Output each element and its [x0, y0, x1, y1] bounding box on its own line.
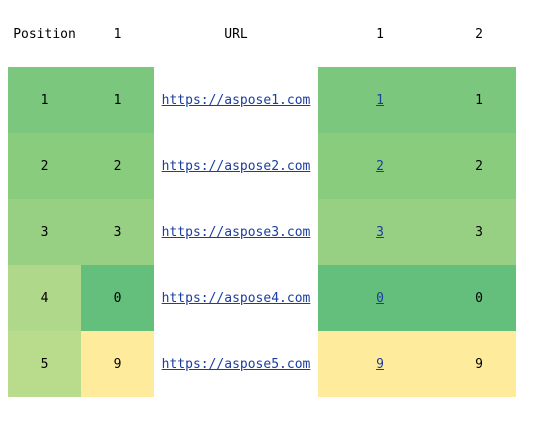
- value-cell[interactable]: 0: [442, 265, 516, 331]
- value-cell[interactable]: 1: [442, 67, 516, 133]
- link-cell[interactable]: 0: [318, 265, 442, 331]
- number-link[interactable]: 1: [376, 92, 384, 108]
- position-cell[interactable]: 3: [8, 199, 81, 265]
- url-link[interactable]: https://aspose5.com: [161, 356, 311, 372]
- value-cell[interactable]: 9: [442, 331, 516, 397]
- table-row: 2 2 https://aspose2.com 2 2: [8, 133, 516, 199]
- value-cell[interactable]: 2: [81, 133, 154, 199]
- value-cell[interactable]: 2: [442, 133, 516, 199]
- position-cell[interactable]: 1: [8, 67, 81, 133]
- table-row: 3 3 https://aspose3.com 3 3: [8, 199, 516, 265]
- header-url[interactable]: URL: [224, 27, 248, 42]
- url-link[interactable]: https://aspose1.com: [161, 92, 311, 108]
- header-col-1[interactable]: 1: [113, 27, 122, 42]
- url-cell[interactable]: https://aspose5.com: [154, 331, 318, 397]
- value-cell[interactable]: 9: [81, 331, 154, 397]
- number-link[interactable]: 2: [376, 158, 384, 174]
- url-cell[interactable]: https://aspose3.com: [154, 199, 318, 265]
- url-cell[interactable]: https://aspose2.com: [154, 133, 318, 199]
- header-position[interactable]: Position: [13, 27, 76, 42]
- value-cell[interactable]: 3: [81, 199, 154, 265]
- value-cell[interactable]: 1: [81, 67, 154, 133]
- number-link[interactable]: 3: [376, 224, 384, 240]
- link-cell[interactable]: 3: [318, 199, 442, 265]
- url-cell[interactable]: https://aspose1.com: [154, 67, 318, 133]
- url-link[interactable]: https://aspose4.com: [161, 290, 311, 306]
- value-cell[interactable]: 0: [81, 265, 154, 331]
- link-cell[interactable]: 2: [318, 133, 442, 199]
- header-col-2[interactable]: 2: [475, 27, 483, 42]
- url-link[interactable]: https://aspose3.com: [161, 224, 311, 240]
- position-cell[interactable]: 2: [8, 133, 81, 199]
- number-link[interactable]: 0: [376, 290, 384, 306]
- url-link[interactable]: https://aspose2.com: [161, 158, 311, 174]
- header-row: Position 1 URL 1 2: [8, 0, 516, 67]
- table-row: 1 1 https://aspose1.com 1 1: [8, 67, 516, 133]
- position-cell[interactable]: 5: [8, 331, 81, 397]
- spreadsheet-table: Position 1 URL 1 2 1 1 https://aspose1.c…: [8, 0, 516, 397]
- position-cell[interactable]: 4: [8, 265, 81, 331]
- link-cell[interactable]: 1: [318, 67, 442, 133]
- link-cell[interactable]: 9: [318, 331, 442, 397]
- url-cell[interactable]: https://aspose4.com: [154, 265, 318, 331]
- header-col-link[interactable]: 1: [376, 27, 384, 42]
- table-row: 4 0 https://aspose4.com 0 0: [8, 265, 516, 331]
- table-row: 5 9 https://aspose5.com 9 9: [8, 331, 516, 397]
- value-cell[interactable]: 3: [442, 199, 516, 265]
- number-link[interactable]: 9: [376, 356, 384, 372]
